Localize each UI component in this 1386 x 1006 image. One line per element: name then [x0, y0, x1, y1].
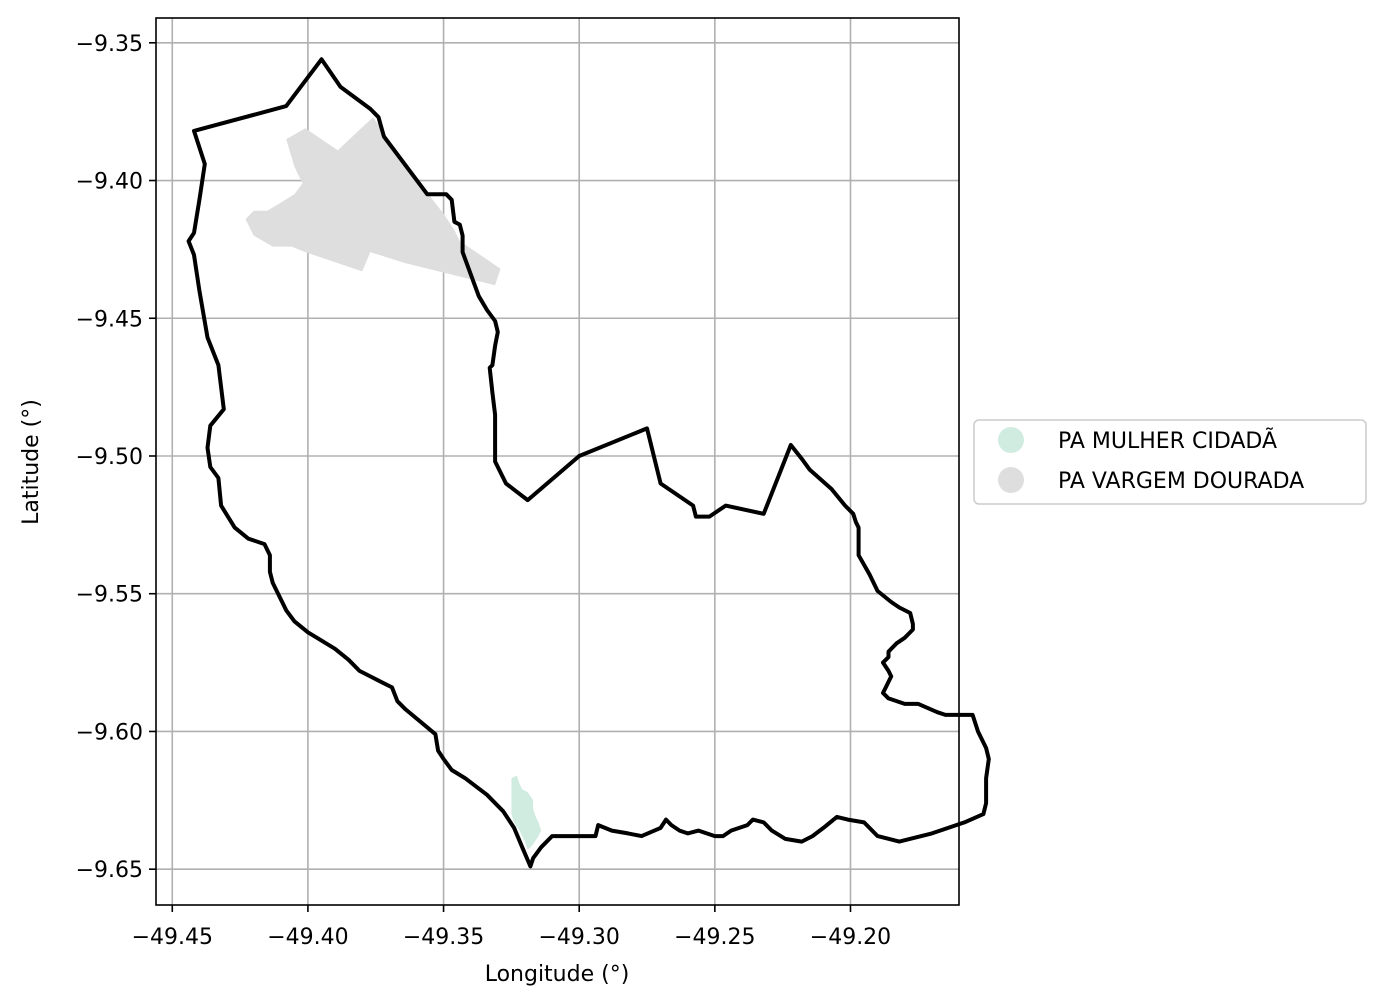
- y-tick-label: −9.55: [76, 583, 143, 608]
- plot-frame: [155, 17, 960, 906]
- x-tick-label: −49.20: [810, 925, 891, 950]
- region-pa-vargem-dourada: [245, 117, 501, 286]
- y-axis-ticks: −9.35 −9.40 −9.45 −9.50 −9.55 −9.60 −9.65: [76, 32, 156, 883]
- municipality-boundary: [186, 57, 991, 869]
- y-tick-label: −9.50: [76, 445, 143, 470]
- legend: PA MULHER CIDADÃ PA VARGEM DOURADA: [973, 419, 1367, 505]
- map-regions: [245, 117, 542, 850]
- y-axis-label: Latitude (°): [19, 399, 44, 525]
- grid-lines: [156, 18, 959, 905]
- y-tick-label: −9.60: [76, 720, 143, 745]
- x-tick-label: −49.45: [132, 925, 213, 950]
- y-tick-label: −9.40: [76, 170, 143, 195]
- legend-marker-mulher-cidada: [998, 427, 1024, 453]
- x-tick-label: −49.30: [538, 925, 619, 950]
- legend-label-mulher-cidada: PA MULHER CIDADÃ: [1058, 427, 1277, 454]
- map-boundary: [186, 57, 991, 869]
- legend-frame: [973, 419, 1367, 505]
- y-tick-label: −9.65: [76, 858, 143, 883]
- region-pa-mulher-cidad: [511, 775, 542, 850]
- x-tick-label: −49.35: [403, 925, 484, 950]
- legend-label-vargem-dourada: PA VARGEM DOURADA: [1058, 469, 1304, 494]
- x-axis-ticks: −49.45 −49.40 −49.35 −49.30 −49.25 −49.20: [132, 905, 891, 950]
- legend-marker-vargem-dourada: [998, 467, 1024, 493]
- y-tick-label: −9.35: [76, 32, 143, 57]
- x-tick-label: −49.40: [267, 925, 348, 950]
- y-tick-label: −9.45: [76, 307, 143, 332]
- x-axis-label: Longitude (°): [485, 962, 630, 987]
- x-tick-label: −49.25: [674, 925, 755, 950]
